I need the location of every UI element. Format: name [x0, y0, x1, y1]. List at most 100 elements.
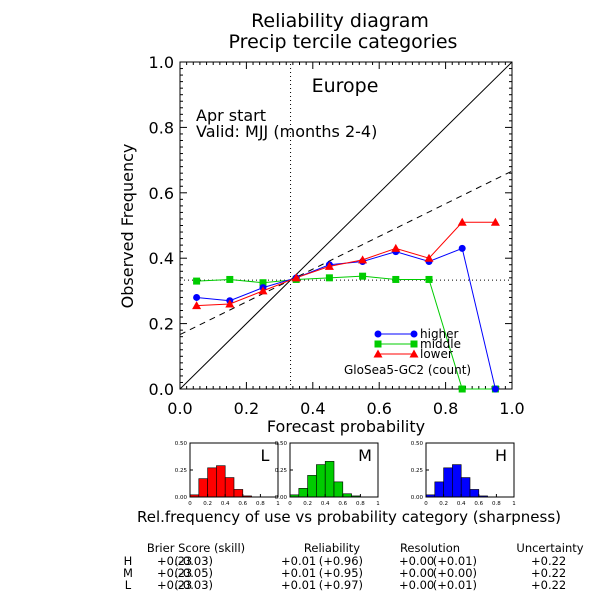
histogram-y-tick-label: 0.00 [275, 495, 288, 501]
histogram-x-tick-label: 1 [276, 501, 280, 507]
histogram-bar-L [233, 489, 244, 498]
histogram-x-tick-label: 0 [288, 501, 292, 507]
histogram-bar-H [452, 464, 462, 498]
start-label: Apr start [196, 106, 266, 125]
score-cell-res: +0.00 [399, 566, 434, 580]
score-row-label-M: M [123, 566, 133, 580]
score-cell-rel_skill: (+0.96) [319, 554, 363, 568]
score-cell-brier: +0.23 [157, 554, 192, 568]
histogram-x-tick-label: 0.2 [303, 501, 312, 507]
score-cell-res_skill: (+0.00) [433, 566, 477, 580]
x-tick-label: 0.2 [234, 399, 259, 418]
legend-marker-lower [409, 349, 419, 358]
histogram-x-tick-label: 0 [188, 501, 192, 507]
histogram-bar-M [316, 464, 326, 498]
histogram-bar-L [224, 477, 235, 498]
score-cell-res_skill: (+0.01) [433, 578, 477, 592]
score-cell-rel_skill: (+0.97) [319, 578, 363, 592]
y-tick-label: 0.2 [149, 315, 174, 334]
y-axis-label: Observed Frequency [118, 144, 137, 309]
score-cell-brier: +0.23 [157, 578, 192, 592]
sharpness-caption: Rel.frequency of use vs probability cate… [137, 508, 561, 526]
y-tick-label: 0.4 [149, 249, 174, 268]
data-point-lower [291, 273, 301, 282]
score-table: Brier Score (skill) Reliability Resolution… [123, 541, 584, 592]
histogram-y-tick-label: 0.25 [175, 468, 188, 474]
x-axis-label: Forecast probability [267, 417, 425, 436]
histogram-y-tick-label: 0.25 [275, 468, 288, 474]
histogram-y-tick-label: 0.50 [275, 441, 288, 447]
histogram-label-L: L [261, 446, 270, 465]
histogram-x-tick-label: 1 [512, 501, 516, 507]
data-point-lower [391, 243, 401, 252]
x-tick-label: 0.8 [433, 399, 458, 418]
y-tick-label: 0.0 [149, 380, 174, 399]
score-cell-res: +0.00 [399, 578, 434, 592]
y-tick-label: 1.0 [149, 53, 174, 72]
score-cell-skill: (-0.03) [174, 554, 213, 568]
x-tick-label: 1.0 [499, 399, 524, 418]
histogram-x-tick-label: 0.6 [474, 501, 483, 507]
score-cell-res_skill: (+0.01) [433, 554, 477, 568]
histogram-y-tick-label: 0.00 [175, 495, 188, 501]
histogram-label-H: H [495, 446, 507, 465]
histogram-bar-M [324, 461, 335, 498]
data-point-lower [192, 301, 202, 310]
histogram-x-tick-label: 0.4 [321, 501, 330, 507]
histogram-L: 0.00 0.25 0.50 0 0.2 0.4 0.6 0.8 1 L [175, 441, 280, 507]
histogram-x-tick-label: 0.6 [338, 501, 347, 507]
score-cell-skill: (-0.03) [174, 578, 213, 592]
score-column-header: Reliability [304, 541, 360, 555]
score-cell-brier: +0.23 [157, 566, 192, 580]
score-row-label-L: L [125, 578, 132, 592]
data-point-middle [425, 275, 433, 283]
histogram-H: 0.00 0.25 0.50 0 0.2 0.4 0.6 0.8 1 H [411, 441, 516, 507]
x-tick-label: 0.0 [167, 399, 192, 418]
no-skill-line [179, 170, 513, 336]
data-point-middle [259, 279, 267, 287]
data-point-middle [392, 275, 400, 283]
data-point-lower [424, 253, 434, 262]
histogram-x-tick-label: 1 [376, 501, 380, 507]
score-row-label-H: H [124, 554, 133, 568]
score-cell-rel: +0.01 [281, 566, 316, 580]
score-cell-rel: +0.01 [281, 578, 316, 592]
y-tick-label: 0.6 [149, 184, 174, 203]
valid-label: Valid: MJJ (months 2-4) [196, 122, 377, 141]
data-point-middle [193, 277, 201, 285]
histogram-label-M: M [358, 446, 372, 465]
score-column-header: Uncertainty [516, 541, 583, 555]
histogram-M: 0.00 0.25 0.50 0 0.2 0.4 0.6 0.8 1 M [275, 441, 380, 507]
legend-marker-higher [410, 330, 418, 338]
histogram-bar-H [469, 489, 480, 498]
histogram-bar-L [207, 467, 217, 498]
data-point-lower [358, 255, 368, 264]
score-column-header: Resolution [400, 541, 460, 555]
histogram-bar-H [434, 481, 444, 498]
data-point-middle [226, 275, 234, 283]
sharpness-histograms: 0.00 0.25 0.50 0 0.2 0.4 0.6 0.8 1 L 0.00 0.25 0.50 0… [175, 441, 516, 507]
histogram-bar-M [307, 475, 317, 498]
data-point-middle [359, 272, 367, 280]
x-tick-label: 0.4 [300, 399, 325, 418]
legend-marker-middle [410, 340, 418, 348]
data-point-middle [325, 274, 333, 282]
histogram-x-tick-label: 0.8 [492, 501, 501, 507]
histogram-bar-H [460, 477, 471, 498]
histogram-bar-L [216, 465, 226, 498]
histogram-y-tick-label: 0.50 [411, 441, 424, 447]
histogram-bar-H [443, 467, 453, 498]
chart-title-line2: Precip tercile categories [229, 31, 458, 53]
legend-marker-middle [374, 340, 382, 348]
histogram-bar-M [333, 481, 344, 498]
score-cell-skill: (-0.05) [174, 566, 213, 580]
perfect-reliability-line [179, 61, 513, 390]
score-column-header: Brier Score (skill) [147, 541, 245, 555]
histogram-x-tick-label: 0.8 [256, 501, 265, 507]
legend-label-middle: middle [420, 337, 461, 351]
score-cell-rel: +0.01 [281, 554, 316, 568]
histogram-x-tick-label: 0.4 [221, 501, 230, 507]
histogram-y-tick-label: 0.25 [411, 468, 424, 474]
score-cell-res: +0.00 [399, 554, 434, 568]
